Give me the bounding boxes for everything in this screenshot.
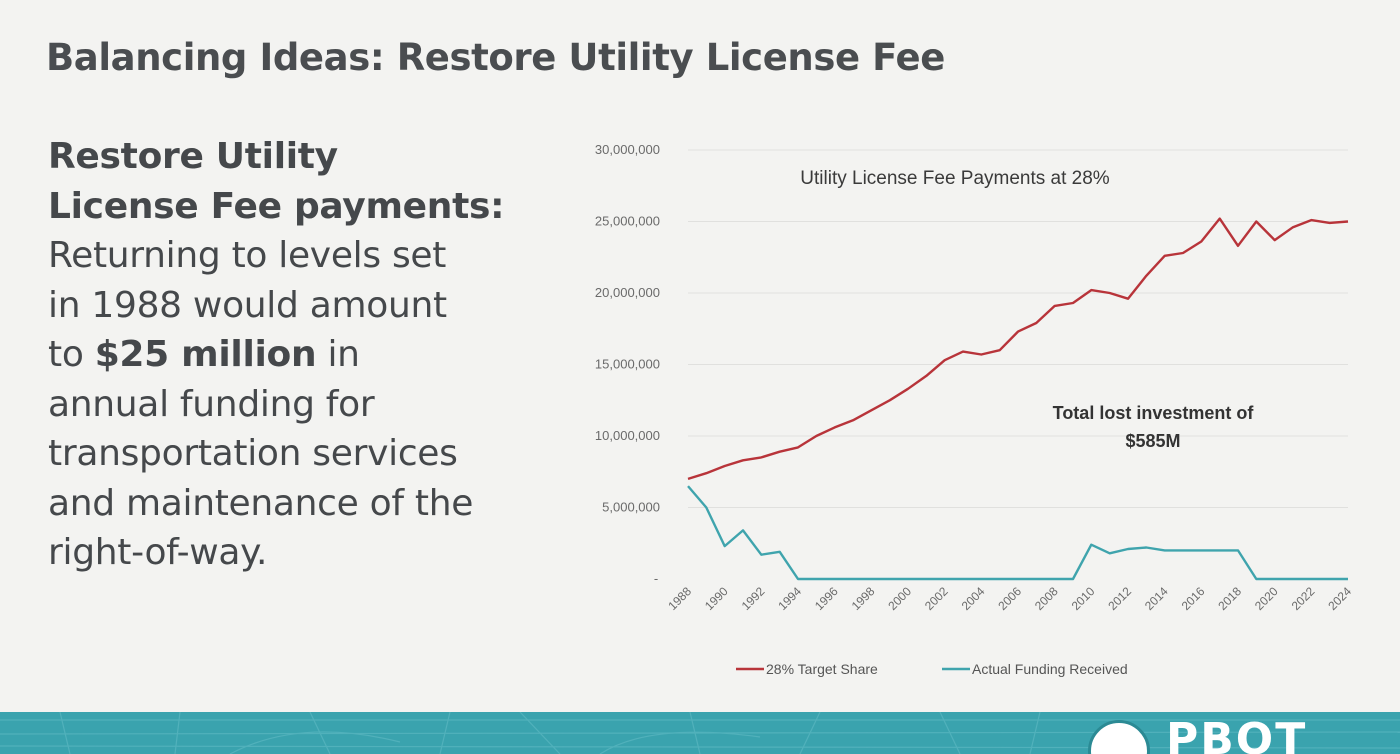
body-line-7: right-of-way. [48,532,268,573]
y-tick-label: 20,000,000 [595,285,660,300]
slide-title: Balancing Ideas: Restore Utility License… [46,36,945,79]
y-tick-label: 10,000,000 [595,428,660,443]
y-tick-label: 15,000,000 [595,357,660,372]
body-line-2: in 1988 would amount [48,284,447,326]
series-line-actual-funding [687,485,1348,581]
y-tick-label: 30,000,000 [595,142,660,157]
y-tick-label: - [654,571,658,586]
x-tick-label: 2010 [1069,584,1098,613]
slide-body-text: Restore Utility License Fee payments: Re… [48,132,528,578]
x-tick-label: 1988 [665,584,694,613]
heading-line-1: Restore Utility [48,136,338,177]
x-tick-label: 2014 [1142,584,1171,613]
y-tick-label: 5,000,000 [602,500,660,515]
body-line-5: transportation services [48,433,458,474]
legend-label: 28% Target Share [766,661,878,677]
x-tick-label: 2024 [1325,584,1354,613]
x-tick-label: 2022 [1289,584,1318,613]
body-line-1: Returning to levels set [48,235,447,276]
x-tick-label: 1996 [812,584,841,613]
footer-bar: PBOT [0,712,1400,754]
x-tick-label: 2016 [1179,584,1208,613]
x-tick-label: 2000 [885,584,914,613]
footer-map-pattern [0,712,1400,754]
pbot-logo-text: PBOT [1166,714,1308,754]
x-tick-label: 1990 [702,584,731,613]
x-tick-label: 1992 [739,584,768,613]
legend-label: Actual Funding Received [972,661,1128,677]
x-tick-label: 2018 [1215,584,1244,613]
x-tick-label: 2012 [1105,584,1134,613]
annotation-line-1: Total lost investment of [1053,403,1255,423]
x-tick-label: 2008 [1032,584,1061,613]
highlight-amount: $25 million [94,334,317,375]
body-line-3: to $25 million in [48,330,528,380]
line-chart: 30,000,000 25,000,000 20,000,000 15,000,000… [560,130,1390,690]
x-tick-label: 2004 [959,584,988,613]
x-tick-label: 2002 [922,584,951,613]
heading-line-2: License Fee payments: [48,185,505,227]
body-line-3-prefix: to [48,334,95,375]
y-tick-label: 25,000,000 [595,214,660,229]
body-line-4: annual funding for [48,383,375,425]
chart-svg: 30,000,000 25,000,000 20,000,000 15,000,000… [595,142,1354,677]
x-tick-label: 2020 [1252,584,1281,613]
chart-title: Utility License Fee Payments at 28% [800,168,1110,189]
x-tick-label: 1998 [849,584,878,613]
body-line-6: and maintenance of the [48,482,474,524]
x-tick-label: 2006 [995,584,1024,613]
body-line-3-suffix: in [316,334,360,375]
series-line-target-share [687,217,1349,481]
x-tick-label: 1994 [775,584,804,613]
annotation-line-2: $585M [1125,431,1180,451]
